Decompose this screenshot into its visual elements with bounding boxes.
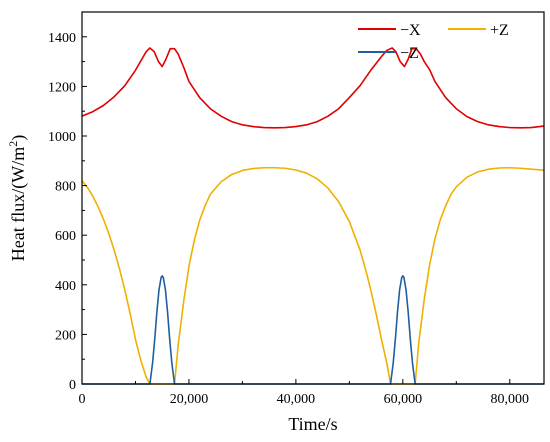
x-tick-label: 20,000: [170, 392, 209, 407]
y-tick-label: 600: [55, 229, 76, 244]
y-tick-label: 800: [55, 180, 76, 195]
x-tick-label: 80,000: [491, 392, 530, 407]
y-axis-title-close: ): [8, 135, 29, 141]
x-tick-label: 0: [79, 392, 86, 407]
legend-label-1: +Z: [490, 22, 509, 39]
y-tick-label: 1200: [48, 80, 76, 95]
y-tick-label: 200: [55, 328, 76, 343]
legend-label-2: −Z: [400, 45, 419, 62]
series-line-1: [81, 166, 545, 385]
x-tick-label: 60,000: [384, 392, 423, 407]
x-axis-title: Time/s: [288, 414, 337, 434]
y-tick-label: 1000: [48, 130, 76, 145]
x-tick-label: 40,000: [277, 392, 316, 407]
series-line-0: [81, 47, 545, 129]
y-tick-label: 0: [69, 378, 76, 393]
y-axis-title: Heat flux/(W/m2): [6, 135, 29, 261]
y-tick-label: 1400: [48, 31, 76, 46]
ticks-layer: 0 20,000 40,000 60,000 80,000 0 200 400 600 800 10…: [48, 31, 529, 407]
y-axis-title-sup: 2: [6, 141, 20, 147]
series-line-2: [82, 275, 544, 385]
plot-frame: [81, 11, 545, 385]
legend-label-0: −X: [400, 22, 421, 39]
y-tick-label: 400: [55, 279, 76, 294]
legend: −X +Z −Z: [358, 22, 509, 62]
series-layer: [81, 47, 545, 385]
y-axis-title-main: Heat flux/(W/m: [8, 147, 29, 261]
